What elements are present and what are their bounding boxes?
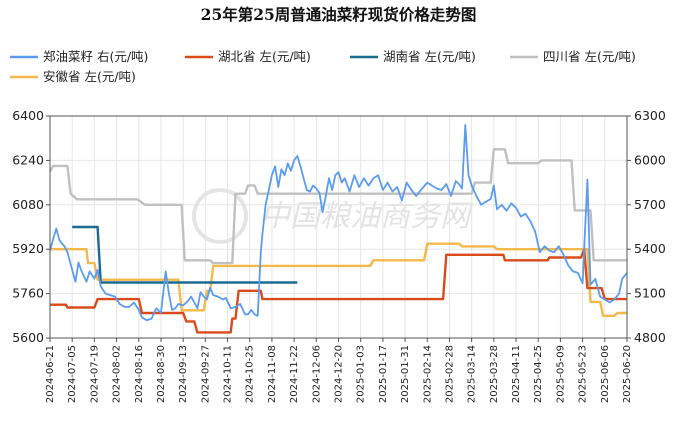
right-tick-label: 6300	[634, 108, 666, 123]
x-tick-label: 2025-01-17	[378, 345, 389, 403]
chart-title: 25年第25周普通油菜籽现货价格走势图	[201, 5, 477, 24]
x-tick-label: 2024-09-13	[178, 345, 189, 403]
x-tick-label: 2024-07-19	[89, 345, 100, 403]
x-tick-label: 2024-10-11	[223, 345, 234, 403]
legend-label: 四川省 左(元/吨)	[543, 49, 636, 64]
x-axis: 2024-06-21 2024-07-05 2024-07-19 2024-08-02…	[45, 338, 633, 403]
legend-item-hunan[interactable]: 湖南省 左(元/吨)	[350, 49, 476, 64]
right-tick-label: 4800	[634, 330, 666, 345]
series-line-2	[72, 225, 298, 284]
series-layer	[48, 124, 628, 334]
legend: 郑油菜籽 右(元/吨) 湖北省 左(元/吨) 湖南省 左(元/吨) 四川省 左(…	[10, 49, 636, 84]
legend-label: 郑油菜籽 右(元/吨)	[43, 49, 148, 64]
x-tick-label: 2024-08-02	[112, 345, 123, 403]
left-tick-label: 5920	[12, 241, 44, 256]
left-axis: 5600 5760 5920 6080 6240 6400	[12, 108, 50, 345]
plot-frame	[49, 115, 628, 339]
right-tick-label: 5700	[634, 197, 666, 212]
x-tick-label: 2024-06-21	[45, 345, 56, 403]
x-tick-label: 2025-02-28	[444, 345, 455, 403]
x-tick-label: 2025-04-25	[533, 345, 544, 403]
x-tick-label: 2024-12-20	[334, 345, 345, 403]
x-tick-label: 2024-09-27	[200, 345, 211, 403]
x-tick-label: 2025-01-31	[400, 345, 411, 403]
x-tick-label: 2025-05-23	[578, 345, 589, 403]
x-tick-label: 2024-07-05	[67, 345, 78, 403]
watermark-text: 中国粮油商务网	[260, 199, 474, 234]
legend-item-sichuan[interactable]: 四川省 左(元/吨)	[510, 49, 636, 64]
left-tick-label: 5760	[12, 286, 44, 301]
series-line-1	[50, 248, 627, 334]
legend-label: 安徽省 左(元/吨)	[43, 69, 136, 84]
x-tick-label: 2025-05-09	[555, 345, 566, 403]
left-tick-label: 5600	[12, 330, 44, 345]
series-line-0	[49, 124, 628, 322]
x-tick-label: 2024-10-25	[245, 345, 256, 403]
right-tick-label: 5100	[634, 286, 666, 301]
x-tick-label: 2024-12-06	[311, 345, 322, 403]
legend-item-anhui[interactable]: 安徽省 左(元/吨)	[10, 69, 136, 84]
series-line-3	[48, 148, 627, 265]
left-tick-label: 6240	[12, 152, 44, 167]
x-tick-label: 2025-03-28	[489, 345, 500, 403]
x-tick-label: 2025-01-03	[356, 345, 367, 403]
right-tick-label: 6000	[634, 152, 666, 167]
x-tick-label: 2024-08-30	[156, 345, 167, 403]
x-tick-label: 2024-08-16	[134, 345, 145, 403]
series-line-4	[50, 242, 627, 317]
left-tick-label: 6400	[12, 108, 44, 123]
x-tick-label: 2025-03-14	[467, 345, 478, 403]
x-tick-label: 2025-04-11	[511, 345, 522, 403]
left-tick-label: 6080	[12, 197, 44, 212]
legend-label: 湖北省 左(元/吨)	[218, 49, 311, 64]
right-tick-label: 5400	[634, 241, 666, 256]
x-tick-label: 2025-06-20	[622, 345, 633, 403]
right-axis: 4800 5100 5400 5700 6000 6300	[627, 108, 666, 345]
watermark-logo-icon	[192, 188, 248, 244]
legend-item-hubei[interactable]: 湖北省 左(元/吨)	[185, 49, 311, 64]
legend-label: 湖南省 左(元/吨)	[383, 49, 476, 64]
legend-item-zhengzhou[interactable]: 郑油菜籽 右(元/吨)	[10, 49, 148, 64]
x-tick-label: 2024-11-08	[267, 345, 278, 403]
x-tick-label: 2025-06-06	[600, 345, 611, 403]
x-tick-label: 2024-11-22	[289, 345, 300, 403]
x-tick-label: 2025-02-14	[422, 345, 433, 403]
